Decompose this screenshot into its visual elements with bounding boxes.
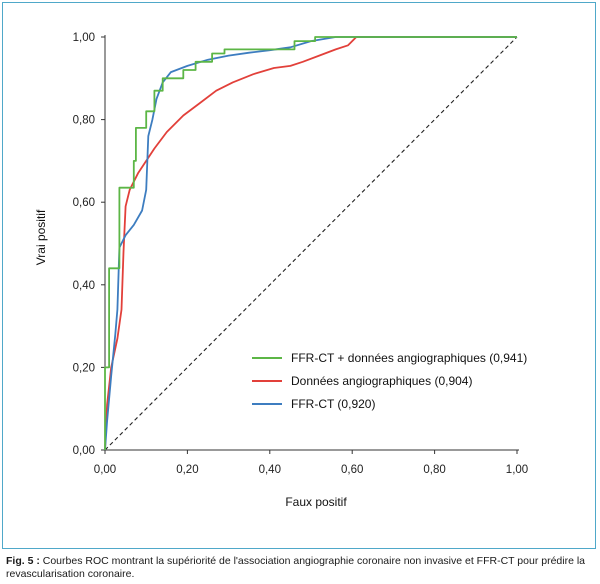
x-axis-title: Faux positif [285, 495, 347, 509]
figure-caption: Fig. 5 : Courbes ROC montrant la supério… [6, 555, 594, 581]
roc-chart: 0,00 0,20 0,40 0,60 0,80 1,00 0,00 0,20 0,40 0,60… [3, 3, 595, 548]
y-tick-label: 0,80 [73, 115, 95, 127]
caption-label: Fig. 5 : [6, 555, 40, 567]
x-tick-label: 0,80 [423, 464, 445, 476]
legend-label: FFR-CT + données angiographiques (0,941) [291, 351, 527, 365]
y-tick-label: 0,60 [73, 197, 95, 209]
y-tick-label: 1,00 [73, 32, 95, 44]
chart-frame: 0,00 0,20 0,40 0,60 0,80 1,00 0,00 0,20 0,40 0,60… [2, 2, 596, 549]
y-tick-label: 0,40 [73, 280, 95, 292]
x-tick-label: 0,40 [259, 464, 281, 476]
legend-label: Données angiographiques (0,904) [291, 374, 472, 388]
x-tick-label: 0,20 [176, 464, 198, 476]
x-tick-label: 0,00 [94, 464, 116, 476]
y-tick-label: 0,00 [73, 445, 95, 457]
x-tick-label: 0,60 [341, 464, 363, 476]
y-tick-label: 0,20 [73, 362, 95, 374]
y-axis-title: Vrai positif [34, 209, 48, 265]
x-tick-label: 1,00 [506, 464, 528, 476]
reference-diagonal-line [105, 37, 517, 450]
legend-label: FFR-CT (0,920) [291, 397, 375, 411]
caption-text: Courbes ROC montrant la supériorité de l… [6, 555, 585, 580]
